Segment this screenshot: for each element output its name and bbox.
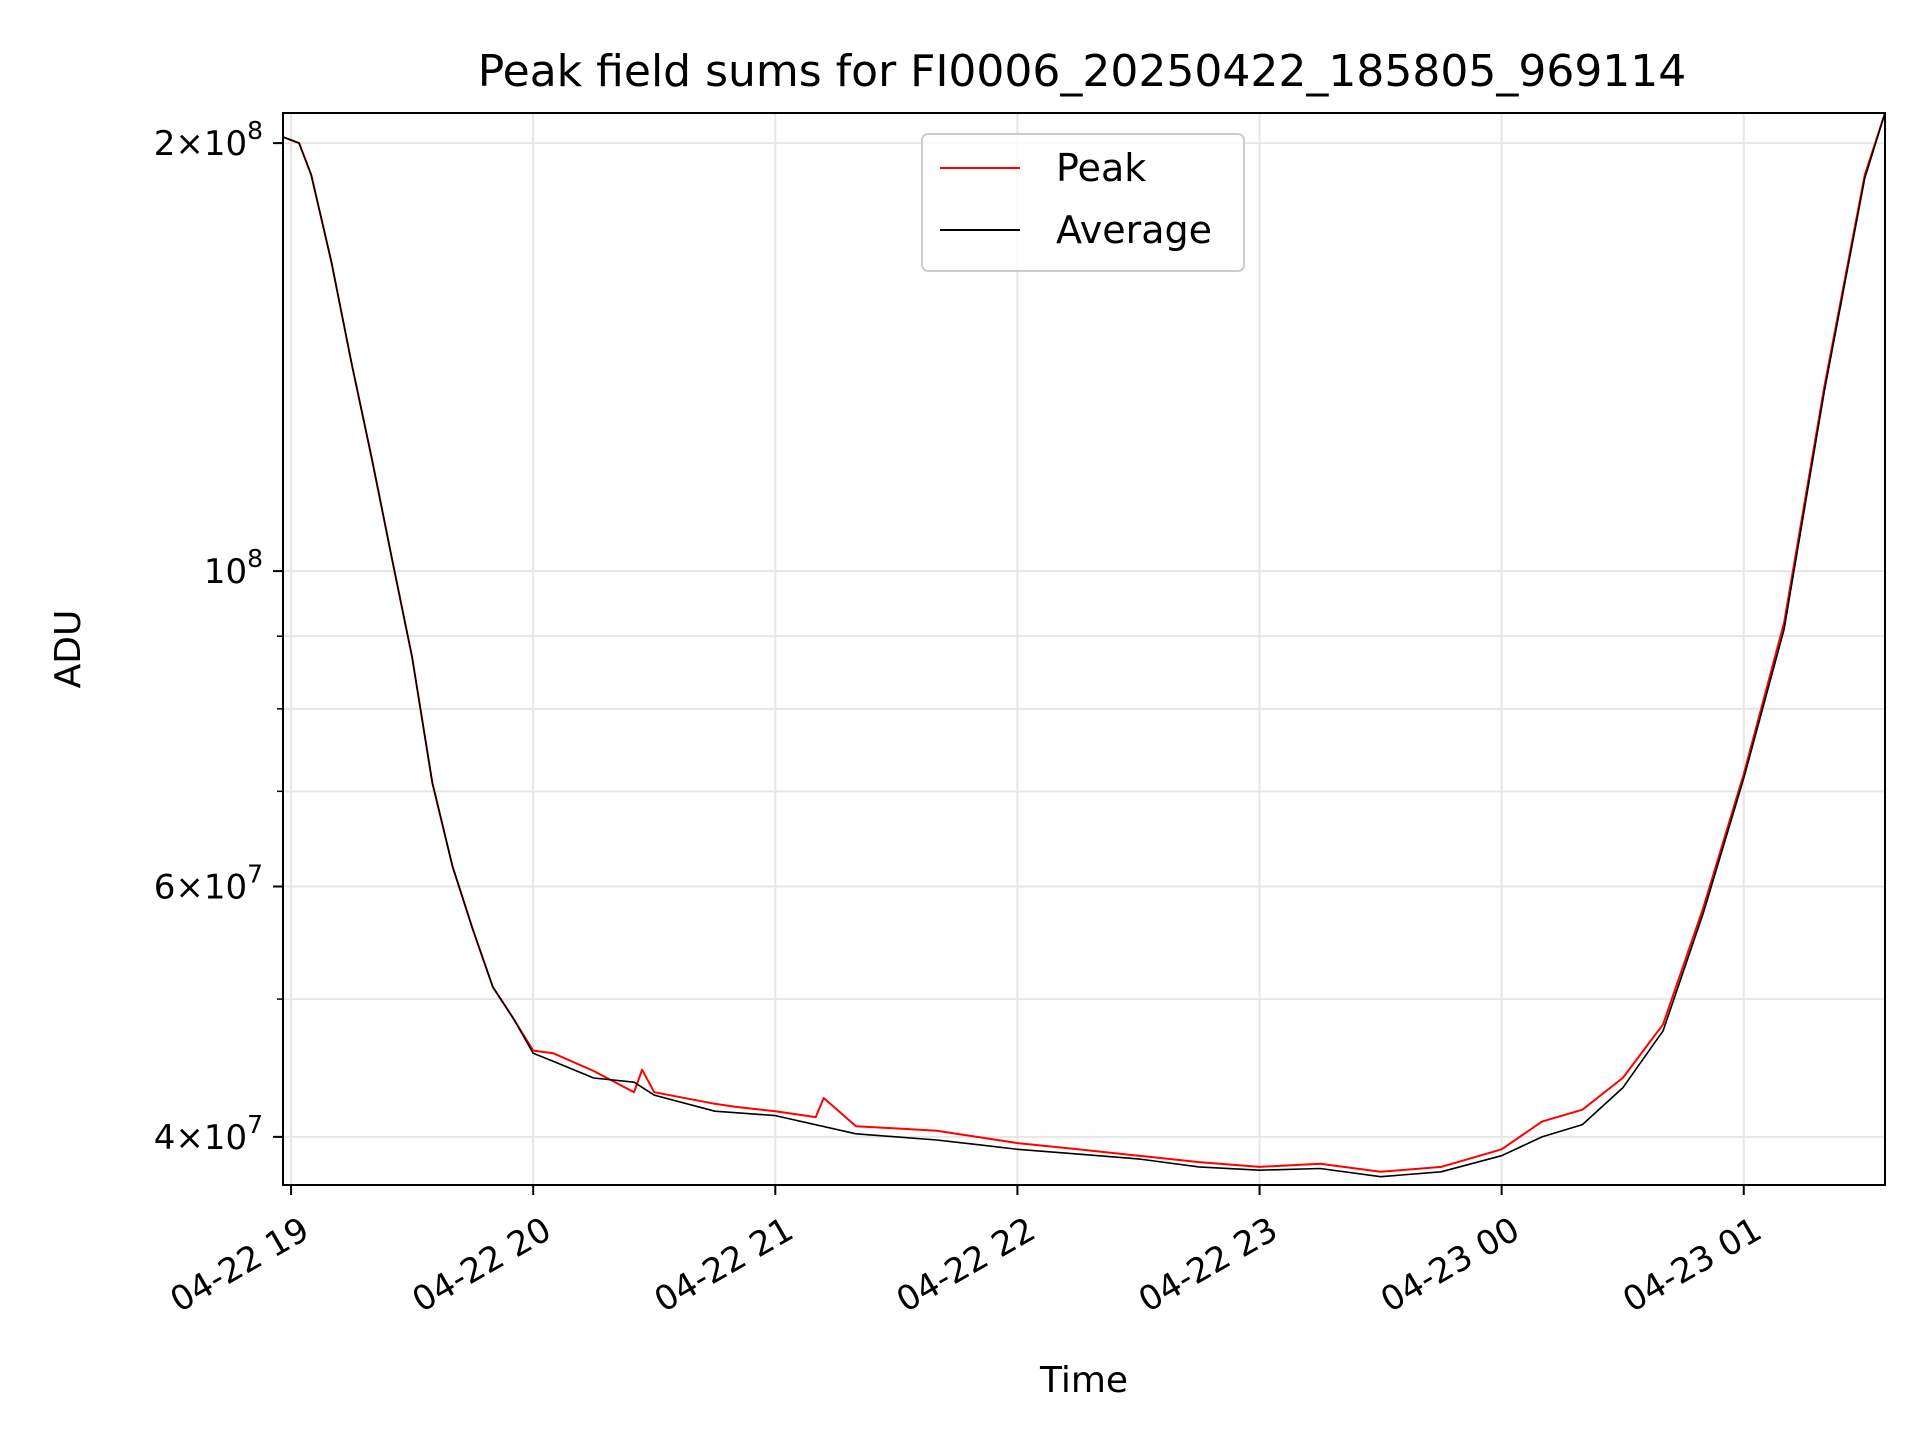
y-tick-label: 108 [204, 544, 263, 592]
y-tick-label: 4×107 [154, 1110, 263, 1158]
legend-label-average: Average [1056, 208, 1212, 252]
series-line-average [282, 112, 1886, 1178]
plot-frame [282, 112, 1886, 1186]
y-tick-label: 6×107 [154, 860, 263, 908]
y-axis: 4×107 6×107 108 2×108 [154, 116, 283, 1158]
chart-title: Peak field sums for FI0006_20250422_1858… [478, 46, 1687, 97]
series-layer [282, 112, 1886, 1178]
legend: Peak Average [921, 133, 1245, 272]
legend-label-peak: Peak [1056, 146, 1146, 190]
x-axis-label: Time [1039, 1360, 1128, 1401]
y-axis-label: ADU [48, 610, 89, 689]
y-tick-label: 2×108 [154, 116, 263, 164]
